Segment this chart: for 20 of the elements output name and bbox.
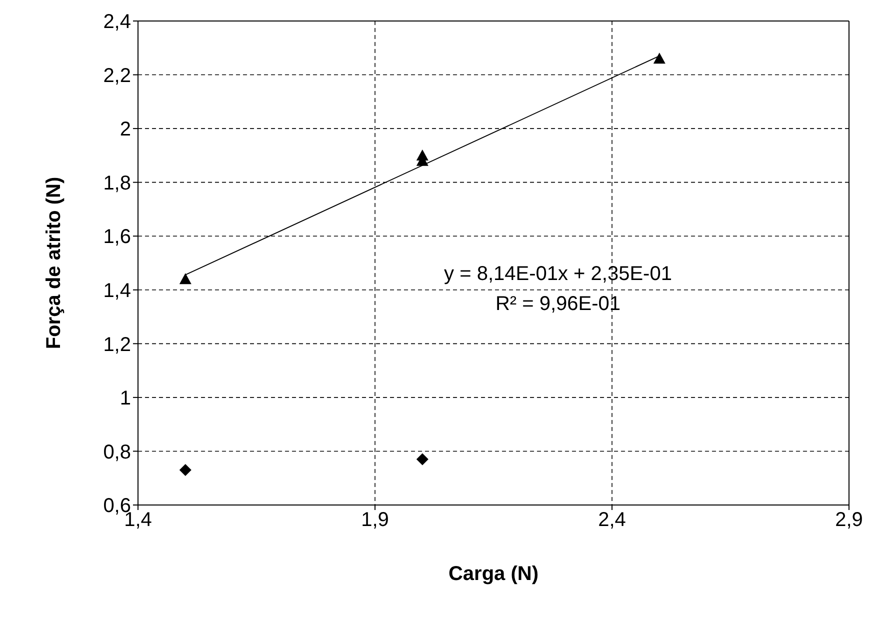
annotation: y = 8,14E-01x + 2,35E-01 bbox=[443, 262, 673, 287]
y-tick-label: 1,2 bbox=[103, 334, 131, 356]
point bbox=[653, 52, 666, 64]
point bbox=[179, 273, 192, 284]
annotation: R² = 9,96E-01 bbox=[494, 292, 622, 317]
x-tick-label: 2,9 bbox=[835, 509, 863, 532]
x-axis-title: Carga (N) bbox=[448, 563, 539, 585]
y-tick-label: 2 bbox=[120, 118, 131, 141]
y-tick-label: 0,8 bbox=[103, 441, 131, 464]
y-tick-label: 1 bbox=[120, 388, 131, 410]
y-tick-label: 2,2 bbox=[103, 64, 131, 87]
point bbox=[416, 453, 428, 466]
y-tick-label: 1,4 bbox=[103, 280, 131, 302]
y-tick-label: 1,8 bbox=[103, 172, 131, 194]
x-tick-label: 1,9 bbox=[361, 509, 389, 532]
point bbox=[179, 464, 192, 476]
y-axis-title: Força de atrito (N) bbox=[43, 176, 66, 350]
x-tick-label: 2,4 bbox=[598, 509, 626, 532]
y-tick-label: 2,4 bbox=[103, 11, 131, 34]
y-tick-label: 1,6 bbox=[103, 226, 131, 248]
